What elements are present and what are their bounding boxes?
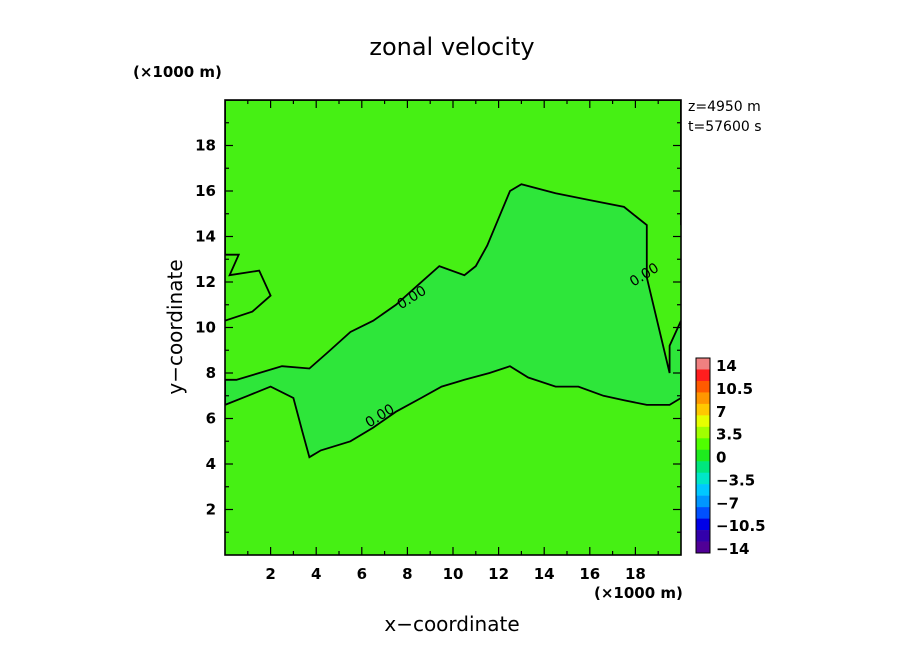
colorbar-swatch bbox=[696, 541, 710, 554]
y-axis-label: y−coordinate bbox=[163, 259, 187, 394]
colorbar-label: −10.5 bbox=[716, 517, 766, 535]
colorbar-label: 14 bbox=[716, 357, 737, 375]
x-tick-label: 18 bbox=[625, 565, 646, 583]
axis-ticks bbox=[225, 100, 681, 555]
x-axis-label: x−coordinate bbox=[384, 612, 519, 636]
info-depth: z=4950 m bbox=[688, 99, 761, 115]
colorbar-swatch bbox=[696, 392, 710, 405]
colorbar-swatch bbox=[696, 438, 710, 451]
y-tick-label: 16 bbox=[195, 182, 216, 200]
colorbar-swatch bbox=[696, 495, 710, 508]
colorbar-swatch bbox=[696, 369, 710, 382]
colorbar-swatch bbox=[696, 380, 710, 393]
colorbar-swatch bbox=[696, 472, 710, 485]
y-tick-label: 12 bbox=[195, 273, 216, 291]
colorbar-swatch bbox=[696, 484, 710, 496]
y-tick-label: 2 bbox=[206, 501, 216, 519]
colorbar-swatch bbox=[696, 426, 710, 439]
colorbar-frame bbox=[695, 357, 711, 554]
y-tick-label: 18 bbox=[195, 137, 216, 155]
x-tick-label: 12 bbox=[488, 565, 509, 583]
y-tick-labels: 2 4 6 8 10 12 14 16 18 bbox=[195, 137, 216, 519]
contour-west bbox=[225, 100, 681, 322]
colorbar-swatch bbox=[696, 518, 710, 531]
y-tick-label: 10 bbox=[195, 319, 216, 337]
info-time: t=57600 s bbox=[688, 119, 762, 135]
y-unit-label: (×1000 m) bbox=[133, 63, 222, 81]
field-negative-region bbox=[225, 184, 681, 458]
x-tick-label: 8 bbox=[402, 565, 412, 583]
contour-main bbox=[225, 183, 681, 459]
colorbar-swatch bbox=[696, 415, 710, 428]
colorbar-label: 0 bbox=[716, 449, 726, 467]
colorbar-swatch bbox=[696, 449, 710, 462]
y-tick-label: 6 bbox=[206, 410, 216, 428]
x-tick-label: 4 bbox=[311, 565, 321, 583]
y-tick-label: 8 bbox=[206, 364, 216, 382]
colorbar-swatch bbox=[696, 358, 710, 370]
colorbar-label: −14 bbox=[716, 540, 749, 558]
x-tick-label: 2 bbox=[265, 565, 275, 583]
colorbar-swatch bbox=[696, 461, 710, 474]
x-tick-label: 10 bbox=[443, 565, 464, 583]
colorbar-labels: 14 10.5 7 3.5 0 −3.5 −7 −10.5 −14 bbox=[716, 357, 766, 558]
chart-title: zonal velocity bbox=[369, 33, 534, 61]
x-tick-labels: 2 4 6 8 10 12 14 16 18 bbox=[265, 565, 645, 583]
colorbar-label: −3.5 bbox=[716, 471, 755, 489]
colorbar-label: −7 bbox=[716, 494, 739, 512]
y-tick-label: 4 bbox=[206, 455, 216, 473]
colorbar bbox=[695, 357, 711, 554]
colorbar-label: 10.5 bbox=[716, 380, 753, 398]
x-tick-label: 14 bbox=[534, 565, 555, 583]
x-tick-label: 16 bbox=[579, 565, 600, 583]
colorbar-swatch bbox=[696, 507, 710, 519]
x-tick-label: 6 bbox=[357, 565, 367, 583]
colorbar-swatch bbox=[696, 530, 710, 542]
velocity-field: 0.000.000.00 bbox=[225, 100, 681, 555]
zero-contour-lines bbox=[225, 100, 681, 459]
x-unit-label: (×1000 m) bbox=[594, 584, 683, 602]
colorbar-label: 3.5 bbox=[716, 426, 743, 444]
y-tick-label: 14 bbox=[195, 228, 216, 246]
colorbar-swatch bbox=[696, 403, 710, 416]
colorbar-label: 7 bbox=[716, 403, 726, 421]
